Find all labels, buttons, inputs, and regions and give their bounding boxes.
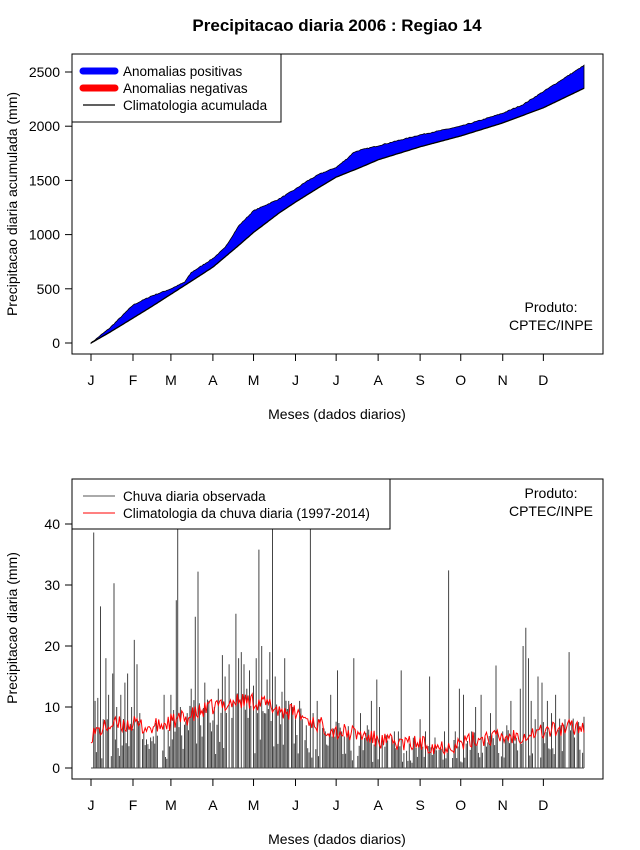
x-tick-label: A xyxy=(373,797,383,813)
legend-label-observed: Chuva diaria observada xyxy=(123,489,266,504)
x-tick-label: N xyxy=(498,797,508,813)
product-label: Produto: xyxy=(525,299,578,315)
legend-label-climatology: Climatologia da chuva diaria (1997-2014) xyxy=(123,506,370,521)
x-tick-label: A xyxy=(208,372,218,388)
product-label: Produto: xyxy=(525,485,578,501)
y-tick-label: 0 xyxy=(52,335,60,351)
x-tick-label: O xyxy=(455,797,466,813)
x-tick-label: O xyxy=(455,372,466,388)
y-axis-label: Precipitacao diaria acumulada (mm) xyxy=(4,92,20,316)
daily-panel: J F M A M J J A S O N D 0 10 20 30 40 Meses (dados diar… xyxy=(4,478,604,847)
x-tick-label: M xyxy=(165,797,177,813)
x-tick-label: J xyxy=(333,372,340,388)
x-tick-label: F xyxy=(129,797,138,813)
x-tick-label: J xyxy=(292,372,299,388)
y-axis: 0 500 1000 1500 2000 2500 xyxy=(29,64,73,351)
product-source: CPTEC/INPE xyxy=(509,317,593,333)
y-tick-label: 30 xyxy=(44,577,60,593)
y-tick-label: 500 xyxy=(37,281,61,297)
x-tick-label: J xyxy=(88,372,95,388)
figure-title: Precipitacao diaria 2006 : Regiao 14 xyxy=(192,16,482,35)
x-tick-label: J xyxy=(333,797,340,813)
y-tick-label: 0 xyxy=(52,760,60,776)
y-axis: 0 10 20 30 40 xyxy=(44,516,73,776)
x-tick-label: F xyxy=(129,372,138,388)
legend: Chuva diaria observada Climatologia da c… xyxy=(71,478,391,530)
x-tick-label: M xyxy=(248,797,260,813)
y-axis-label: Precipitacao diaria (mm) xyxy=(4,552,20,704)
y-tick-label: 10 xyxy=(44,699,60,715)
climatology-daily-line xyxy=(90,692,585,756)
legend-box xyxy=(71,478,391,530)
y-tick-label: 2500 xyxy=(29,64,60,80)
climatology-cumulative-line xyxy=(90,87,585,344)
y-tick-label: 2000 xyxy=(29,118,60,134)
x-tick-label: D xyxy=(538,372,548,388)
y-tick-label: 20 xyxy=(44,638,60,654)
x-axis-label: Meses (dados diarios) xyxy=(268,831,406,847)
x-tick-label: S xyxy=(415,797,424,813)
legend-label-positive: Anomalias positivas xyxy=(123,64,243,79)
x-tick-label: A xyxy=(373,372,383,388)
x-tick-label: D xyxy=(538,797,548,813)
y-tick-label: 1500 xyxy=(29,172,60,188)
cumulative-panel: J F M A M J J A S O N D 0 500 1000 1500 2000 2500 Meses … xyxy=(4,53,604,422)
legend-label-climatology: Climatologia acumulada xyxy=(123,98,268,113)
x-tick-label: A xyxy=(208,797,218,813)
x-tick-label: M xyxy=(248,372,260,388)
daily-rain-bars xyxy=(91,481,585,769)
x-tick-label: S xyxy=(415,372,424,388)
legend-label-negative: Anomalias negativas xyxy=(123,81,248,96)
product-source: CPTEC/INPE xyxy=(509,503,593,519)
x-tick-label: M xyxy=(165,372,177,388)
x-tick-label: N xyxy=(498,372,508,388)
x-axis-label: Meses (dados diarios) xyxy=(268,406,406,422)
legend: Anomalias positivas Anomalias negativas … xyxy=(71,53,282,123)
y-tick-label: 1000 xyxy=(29,227,60,243)
x-tick-label: J xyxy=(88,797,95,813)
x-tick-label: J xyxy=(292,797,299,813)
y-tick-label: 40 xyxy=(44,516,60,532)
